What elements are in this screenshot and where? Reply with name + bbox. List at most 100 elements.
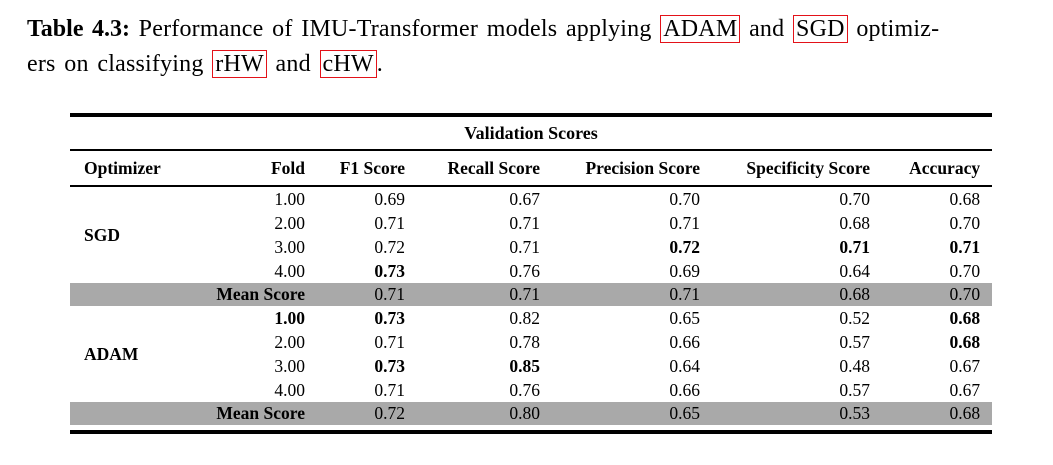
cell-fold: 4.00 (274, 260, 305, 281)
cell-fold: 1.00 (274, 188, 305, 209)
cell-mean-value: 0.68 (949, 403, 981, 423)
cell-value: 0.71 (839, 236, 870, 257)
cell-value: 0.69 (374, 188, 405, 209)
column-header-accuracy: Accuracy (870, 150, 993, 187)
cell-value: 0.78 (509, 331, 540, 352)
cell-value: 0.82 (509, 307, 540, 328)
table-row: 3.00 0.72 0.71 0.72 0.71 0.71 (70, 235, 992, 259)
cell-fold: 1.00 (274, 307, 305, 328)
column-header-optimizer: Optimizer (70, 150, 185, 187)
caption-text: . (376, 51, 383, 77)
caption-text: and (266, 51, 320, 77)
column-header-precision-score: Precision Score (540, 150, 700, 187)
cell-mean-value: 0.72 (374, 403, 405, 423)
cell-mean-value: 0.71 (374, 284, 405, 304)
cell-value: 0.69 (669, 260, 700, 281)
table-row: 2.00 0.71 0.71 0.71 0.68 0.70 (70, 211, 992, 235)
cell-value: 0.67 (949, 379, 981, 400)
column-header-fold: Fold (185, 150, 305, 187)
cell-fold: 3.00 (274, 355, 305, 376)
cell-fold: 3.00 (274, 236, 305, 257)
cell-value: 0.67 (949, 355, 981, 376)
table-caption: Table 4.3: Performance of IMU-Transforme… (27, 12, 1041, 82)
cell-empty (70, 402, 185, 425)
column-header-f1-score: F1 Score (305, 150, 405, 187)
cell-optimizer-adam: ADAM (84, 343, 139, 364)
cell-mean-label: Mean Score (216, 403, 305, 423)
caption-text: optimiz- (847, 16, 940, 42)
table-row: SGD 1.00 0.69 0.67 0.70 0.70 0.68 (70, 186, 992, 245)
cell-value: 0.67 (509, 188, 540, 209)
cell-mean-value: 0.80 (509, 403, 540, 423)
cell-value: 0.70 (669, 188, 700, 209)
table-span-header: Validation Scores (70, 117, 993, 151)
column-header-specificity-score: Specificity Score (700, 150, 870, 187)
cell-optimizer-sgd: SGD (84, 224, 120, 245)
cell-value: 0.70 (949, 260, 981, 281)
caption-body: Performance of IMU-Transformer models ap… (27, 15, 939, 78)
acronym-link-chw[interactable]: cHW (319, 50, 377, 78)
cell-value: 0.73 (374, 307, 405, 328)
cell-fold: 2.00 (274, 212, 305, 233)
cell-value: 0.68 (839, 212, 870, 233)
cell-mean-label: Mean Score (216, 284, 305, 304)
cell-value: 0.71 (509, 236, 540, 257)
cell-value: 0.68 (949, 331, 981, 352)
cell-mean-value: 0.68 (839, 284, 870, 304)
cell-value: 0.71 (669, 212, 700, 233)
cell-mean-value: 0.71 (669, 284, 700, 304)
caption-text: Performance of IMU-Transformer models ap… (129, 16, 661, 42)
cell-value: 0.64 (839, 260, 870, 281)
cell-value: 0.71 (949, 236, 981, 257)
cell-value: 0.71 (509, 212, 540, 233)
column-header-row: Optimizer Fold F1 Score Recall Score Pre… (70, 150, 993, 187)
cell-value: 0.52 (839, 307, 870, 328)
acronym-link-rhw[interactable]: rHW (212, 50, 267, 78)
cell-value: 0.68 (949, 188, 981, 209)
cell-value: 0.85 (509, 355, 540, 376)
span-header-row: Validation Scores (70, 117, 993, 151)
cell-fold: 2.00 (274, 331, 305, 352)
table-row: 4.00 0.73 0.76 0.69 0.64 0.70 (70, 259, 992, 283)
cell-value: 0.57 (839, 331, 870, 352)
cell-value: 0.71 (374, 331, 405, 352)
cell-value: 0.70 (839, 188, 870, 209)
acronym-link-sgd[interactable]: SGD (793, 15, 848, 43)
cell-mean-value: 0.70 (949, 284, 981, 304)
cell-value: 0.71 (374, 379, 405, 400)
column-header-recall-score: Recall Score (405, 150, 540, 187)
cell-empty (70, 283, 185, 306)
acronym-link-adam[interactable]: ADAM (660, 15, 741, 43)
cell-value: 0.76 (509, 379, 540, 400)
cell-mean-value: 0.71 (509, 284, 540, 304)
mean-score-row: Mean Score 0.72 0.80 0.65 0.53 0.68 (70, 402, 993, 425)
cell-value: 0.73 (374, 260, 405, 281)
caption-text: and (740, 16, 794, 42)
cell-value: 0.72 (669, 236, 700, 257)
cell-value: 0.48 (839, 355, 870, 376)
cell-fold: 4.00 (274, 379, 305, 400)
cell-value: 0.70 (949, 212, 981, 233)
cell-value: 0.65 (669, 307, 700, 328)
cell-value: 0.64 (669, 355, 700, 376)
cell-mean-value: 0.65 (669, 403, 700, 423)
results-table-frame: Validation Scores Optimizer Fold F1 Scor… (70, 113, 993, 434)
cell-value: 0.66 (669, 379, 700, 400)
table-row: ADAM 1.00 0.73 0.82 0.65 0.52 0.68 (70, 306, 992, 364)
cell-value: 0.71 (374, 212, 405, 233)
caption-text: ers on classifying (27, 51, 213, 77)
mean-score-row: Mean Score 0.71 0.71 0.71 0.68 0.70 (70, 283, 993, 306)
cell-mean-value: 0.53 (839, 403, 870, 423)
results-table: Validation Scores Optimizer Fold F1 Scor… (70, 117, 993, 425)
caption-label: Table 4.3: (27, 16, 130, 42)
table-row: 3.00 0.73 0.85 0.64 0.48 0.67 (70, 354, 992, 378)
cell-value: 0.57 (839, 379, 870, 400)
table-row: 4.00 0.71 0.76 0.66 0.57 0.67 (70, 378, 992, 402)
cell-value: 0.66 (669, 331, 700, 352)
cell-value: 0.68 (949, 307, 981, 328)
cell-value: 0.76 (509, 260, 540, 281)
table-row: 2.00 0.71 0.78 0.66 0.57 0.68 (70, 330, 992, 354)
cell-value: 0.73 (374, 355, 405, 376)
table-body: SGD 1.00 0.69 0.67 0.70 0.70 0.68 2.00 0.71 0.71 0… (70, 186, 993, 425)
